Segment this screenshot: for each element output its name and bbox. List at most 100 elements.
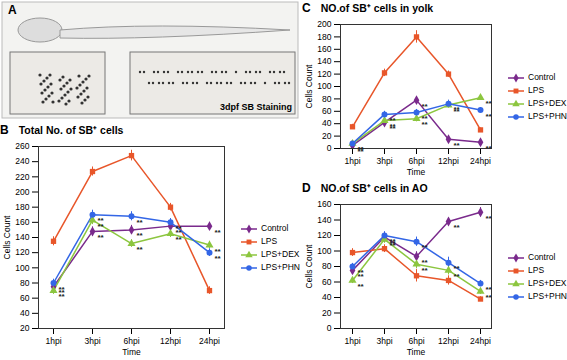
svg-text:200: 200: [15, 187, 29, 197]
svg-text:40: 40: [20, 308, 30, 318]
svg-text:3hpi: 3hpi: [376, 336, 392, 346]
svg-text:12hpi: 12hpi: [438, 156, 459, 166]
svg-text:**: **: [421, 266, 428, 275]
svg-text:**: **: [136, 218, 143, 227]
svg-text:1hpi: 1hpi: [344, 156, 360, 166]
html-text:LPS+PHN: LPS+PHN: [528, 111, 567, 121]
svg-text:160: 160: [317, 44, 331, 54]
svg-text:3hpi: 3hpi: [84, 336, 100, 346]
svg-text:**: **: [357, 145, 364, 154]
html-text:LPS+PHN: LPS+PHN: [261, 262, 300, 272]
svg-text:Time: Time: [407, 167, 426, 177]
svg-text:200: 200: [317, 19, 331, 29]
svg-text:**: **: [97, 216, 104, 225]
svg-text:**: **: [389, 237, 396, 246]
svg-text:24hpi: 24hpi: [470, 336, 491, 346]
svg-text:20: 20: [20, 323, 30, 333]
svg-text:12hpi: 12hpi: [438, 336, 459, 346]
svg-text:**: **: [357, 282, 364, 291]
svg-text:12hpi: 12hpi: [160, 336, 181, 346]
html-text:Total No. of SB⁺ cells: Total No. of SB⁺ cells: [18, 124, 124, 136]
svg-text:80: 80: [322, 94, 332, 104]
svg-text:3dpf SB Staining: 3dpf SB Staining: [220, 102, 292, 112]
html-text:LPS+DEX: LPS+DEX: [528, 98, 567, 108]
svg-text:**: **: [421, 102, 428, 111]
svg-text:140: 140: [317, 56, 331, 66]
svg-text:100: 100: [317, 246, 331, 256]
svg-text:160: 160: [15, 217, 29, 227]
svg-text:240: 240: [15, 156, 29, 166]
svg-text:180: 180: [317, 32, 331, 42]
svg-text:Time: Time: [122, 347, 141, 357]
svg-text:**: **: [389, 116, 396, 125]
svg-text:60: 60: [322, 277, 332, 287]
svg-text:**: **: [453, 223, 460, 232]
svg-text:80: 80: [20, 278, 30, 288]
svg-text:**: **: [175, 235, 182, 244]
svg-text:Cells Count: Cells Count: [304, 244, 314, 289]
svg-text:**: **: [453, 264, 460, 273]
svg-text:60: 60: [20, 293, 30, 303]
svg-text:**: **: [214, 254, 221, 263]
svg-text:1hpi: 1hpi: [344, 336, 360, 346]
svg-text:Cells Count: Cells Count: [2, 215, 12, 260]
html-text:Control: Control: [528, 252, 556, 262]
svg-text:**: **: [485, 99, 492, 108]
svg-text:140: 140: [15, 232, 29, 242]
svg-text:0: 0: [327, 143, 332, 153]
html-text:NO.of SB⁺ cells in AO: NO.of SB⁺ cells in AO: [320, 182, 428, 194]
svg-text:**: **: [58, 285, 65, 294]
html-text:NO.of SB⁺ cells in yolk: NO.of SB⁺ cells in yolk: [320, 2, 434, 14]
svg-text:180: 180: [15, 202, 29, 212]
svg-text:6hpi: 6hpi: [408, 156, 424, 166]
svg-text:100: 100: [317, 81, 331, 91]
svg-text:**: **: [136, 245, 143, 254]
svg-text:80: 80: [322, 261, 332, 271]
html-text:LPS+DEX: LPS+DEX: [261, 249, 300, 259]
svg-text:**: **: [453, 105, 460, 114]
svg-text:24hpi: 24hpi: [470, 156, 491, 166]
svg-text:**: **: [453, 272, 460, 281]
svg-text:6hpi: 6hpi: [123, 336, 139, 346]
html-text:LPS: LPS: [528, 265, 545, 275]
svg-text:**: **: [485, 293, 492, 302]
svg-text:**: **: [421, 114, 428, 123]
svg-text:1hpi: 1hpi: [45, 336, 61, 346]
svg-text:100: 100: [15, 263, 29, 273]
svg-text:3hpi: 3hpi: [376, 156, 392, 166]
svg-text:20: 20: [322, 308, 332, 318]
svg-text:**: **: [175, 224, 182, 233]
svg-text:60: 60: [322, 106, 332, 116]
svg-text:40: 40: [322, 118, 332, 128]
svg-text:Time: Time: [407, 347, 426, 357]
html-text:LPS: LPS: [261, 236, 278, 246]
svg-text:**: **: [97, 233, 104, 242]
svg-text:260: 260: [15, 141, 29, 151]
svg-text:**: **: [136, 231, 143, 240]
svg-text:**: **: [357, 145, 364, 154]
svg-text:**: **: [453, 141, 460, 150]
svg-text:6hpi: 6hpi: [408, 336, 424, 346]
svg-text:**: **: [485, 112, 492, 121]
svg-text:160: 160: [317, 199, 331, 209]
svg-text:**: **: [421, 243, 428, 252]
html-text:LPS: LPS: [528, 85, 545, 95]
svg-text:120: 120: [317, 69, 331, 79]
svg-text:**: **: [357, 268, 364, 277]
svg-text:220: 220: [15, 172, 29, 182]
html-text:Control: Control: [528, 72, 556, 82]
svg-text:120: 120: [15, 247, 29, 257]
svg-text:**: **: [485, 285, 492, 294]
svg-text:120: 120: [317, 230, 331, 240]
svg-text:140: 140: [317, 215, 331, 225]
svg-text:**: **: [214, 228, 221, 237]
svg-text:A: A: [8, 3, 17, 17]
svg-text:Cells Count: Cells Count: [304, 64, 314, 109]
svg-text:**: **: [485, 144, 492, 153]
svg-text:40: 40: [322, 292, 332, 302]
html-text:Control: Control: [261, 223, 289, 233]
svg-text:**: **: [485, 214, 492, 223]
svg-text:0: 0: [327, 323, 332, 333]
svg-text:24hpi: 24hpi: [199, 336, 220, 346]
svg-text:20: 20: [322, 131, 332, 141]
